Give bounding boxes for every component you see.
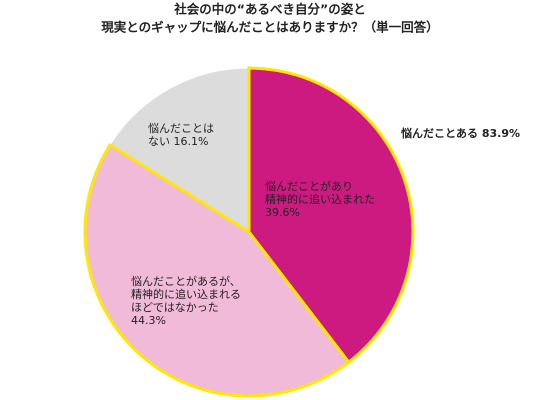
slice-value-label: 44.3% <box>131 314 166 327</box>
slice-label-text: 悩んだことがあるが、 <box>131 274 241 288</box>
chart-title: 社会の中の“あるべき自分”の姿と <box>173 2 365 17</box>
slice-label: 精神的に追い込まれる <box>131 287 241 301</box>
slice-label-text: 精神的に追い込まれる <box>131 287 241 301</box>
slice-label-text: 悩んだことがあり <box>265 179 353 193</box>
annotation: 悩んだことある 83.9% <box>400 126 520 140</box>
slice-label: 悩んだことがあるが、 <box>131 274 241 288</box>
slice-label: 精神的に追い込まれた <box>265 192 375 206</box>
slice-label: 悩んだことがあり <box>265 179 353 193</box>
slice-label-text: ほどではなかった <box>131 301 219 314</box>
slice-label: 悩んだことは <box>148 121 214 135</box>
chart-title: 現実とのギャップに悩んだことはありますか？（単一回答） <box>101 20 438 35</box>
slice-value-label: 16.1% <box>174 135 209 148</box>
pie-slice <box>247 66 415 365</box>
slice-label: ない 16.1% <box>148 135 208 148</box>
slice-label: ほどではなかった <box>131 301 219 314</box>
slice-label-text: 精神的に追い込まれた <box>265 192 375 206</box>
slice-value-label: 39.6% <box>265 206 300 219</box>
slice-label-text: ない <box>148 135 170 148</box>
pie-slice <box>83 142 351 398</box>
pie-slice <box>109 67 250 233</box>
slice-label-text: 悩んだことは <box>148 121 214 135</box>
